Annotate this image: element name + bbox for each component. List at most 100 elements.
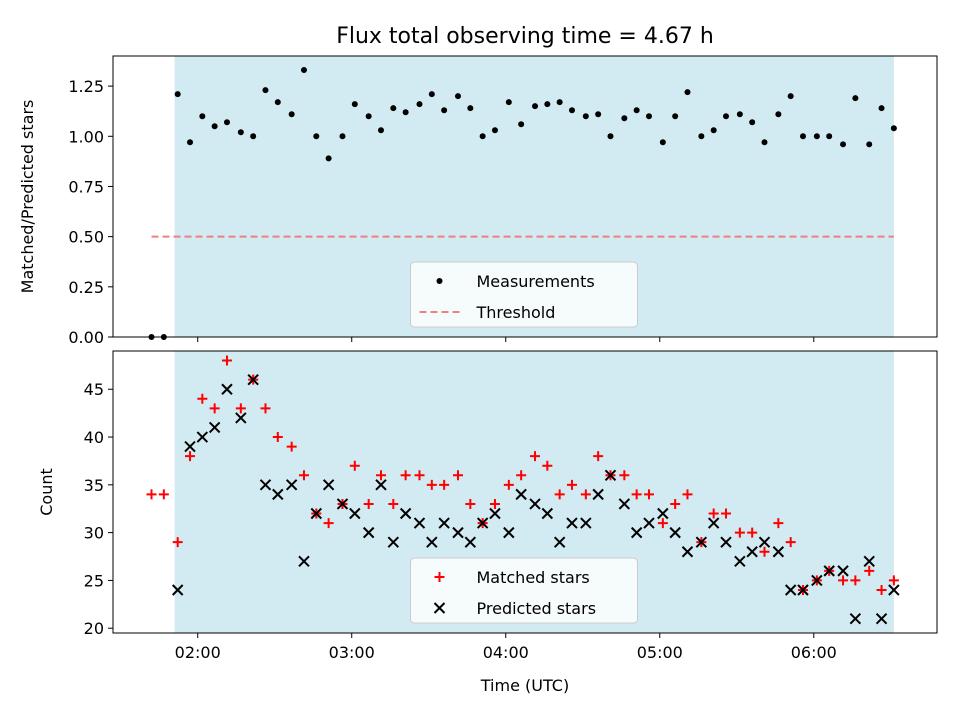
measurement-point xyxy=(761,139,768,146)
legend-label: Predicted stars xyxy=(477,599,597,618)
predicted-star-point xyxy=(811,574,823,587)
measurement-point xyxy=(813,133,820,140)
measurement-point xyxy=(775,111,782,118)
legend-box xyxy=(410,557,638,624)
legend-dot-icon xyxy=(436,278,443,284)
matched-star-point xyxy=(465,498,476,509)
predicted-star-point xyxy=(707,517,720,529)
matched-star-point xyxy=(708,508,719,519)
measurement-point xyxy=(199,113,206,120)
measurement-point xyxy=(710,127,717,134)
matched-star-point xyxy=(838,575,849,586)
matched-star-point xyxy=(453,470,464,481)
measurement-point xyxy=(365,113,372,120)
matched-star-point xyxy=(349,460,360,471)
y-tick-label: 45 xyxy=(84,380,104,399)
measurement-point xyxy=(187,139,194,146)
x-tick-label: 05:00 xyxy=(637,643,683,662)
predicted-star-point xyxy=(375,479,387,491)
matched-star-point xyxy=(785,537,796,548)
matched-star-point xyxy=(363,498,374,509)
measurement-point xyxy=(568,107,575,114)
predicted-star-point xyxy=(797,584,809,596)
matched-star-point xyxy=(643,489,654,500)
predicted-star-point xyxy=(837,565,849,577)
matched-star-point xyxy=(298,470,309,481)
matched-star-point xyxy=(593,451,604,462)
y-tick-label: 35 xyxy=(84,476,104,495)
measurement-point xyxy=(300,67,307,74)
axes-frame xyxy=(112,350,938,634)
matched-star-point xyxy=(489,498,500,509)
measurement-point xyxy=(607,133,614,140)
matched-star-point xyxy=(888,575,899,586)
measurement-point xyxy=(491,127,498,134)
predicted-star-point xyxy=(464,536,477,548)
measurement-point xyxy=(518,121,525,128)
measurement-point xyxy=(325,155,332,162)
legend-box xyxy=(410,261,638,328)
measurement-point xyxy=(428,91,435,98)
predicted-star-point xyxy=(592,488,604,501)
predicted-star-point xyxy=(784,584,797,596)
predicted-star-point xyxy=(643,517,655,529)
matched-star-point xyxy=(516,470,527,481)
matched-star-point xyxy=(426,479,437,490)
matched-star-point xyxy=(580,489,591,500)
predicted-star-point xyxy=(553,536,566,548)
measurement-point xyxy=(722,113,729,120)
matched-star-point xyxy=(619,470,630,481)
x-tick-label: 06:00 xyxy=(791,643,837,662)
matched-star-point xyxy=(272,432,283,443)
matched-star-point xyxy=(566,479,577,490)
matched-star-point xyxy=(260,403,271,414)
matched-star-point xyxy=(850,575,861,586)
predicted-star-point xyxy=(758,536,771,548)
measurement-point xyxy=(749,119,756,126)
matched-star-point xyxy=(286,441,297,452)
predicted-star-point xyxy=(171,584,184,596)
matched-star-point xyxy=(197,393,208,404)
measurement-point xyxy=(211,123,218,130)
predicted-star-point xyxy=(657,507,669,520)
measurement-point xyxy=(441,107,448,114)
predicted-star-point xyxy=(863,555,875,568)
measurement-point xyxy=(377,127,384,134)
predicted-star-point xyxy=(476,517,489,529)
measurement-point xyxy=(467,105,474,112)
measurement-point xyxy=(698,133,705,140)
measurement-point xyxy=(544,101,551,108)
matched-star-point xyxy=(221,355,232,366)
measurement-point xyxy=(223,119,230,126)
measurement-point xyxy=(479,133,486,140)
matched-star-point xyxy=(375,470,386,481)
predicted-star-point xyxy=(362,526,375,539)
predicted-star-point xyxy=(438,517,450,529)
predicted-star-point xyxy=(298,555,310,568)
measurement-point xyxy=(787,93,794,100)
matched-star-point xyxy=(235,403,246,414)
legend-plus-icon xyxy=(434,572,445,582)
matched-star-point xyxy=(747,527,758,538)
legend-x-icon xyxy=(433,602,446,614)
measurement-point xyxy=(826,133,833,140)
matched-star-point xyxy=(158,489,169,500)
predicted-star-point xyxy=(734,555,746,568)
predicted-star-point xyxy=(566,517,578,529)
measurement-point xyxy=(621,115,628,122)
bottom-plot-counts: 20 25 30 35 40 45 02:00 03:00 04:00 05:00 06:00 Cou… xyxy=(37,350,938,662)
predicted-star-point xyxy=(196,431,209,443)
matched-star-point xyxy=(657,518,668,529)
predicted-star-point xyxy=(849,612,862,625)
y-tick-label: 1.00 xyxy=(68,127,104,146)
chart-title: Flux total observing time = 4.67 h xyxy=(336,24,714,49)
y-axis-label: Count xyxy=(37,468,56,516)
measurement-point xyxy=(659,139,666,146)
predicted-star-point xyxy=(489,507,501,520)
matched-star-point xyxy=(720,508,731,519)
y-tick-label: 0.25 xyxy=(68,278,104,297)
predicted-star-point xyxy=(310,507,323,520)
measurement-point xyxy=(672,113,679,120)
measurement-point xyxy=(800,133,807,140)
predicted-star-point xyxy=(515,488,527,501)
